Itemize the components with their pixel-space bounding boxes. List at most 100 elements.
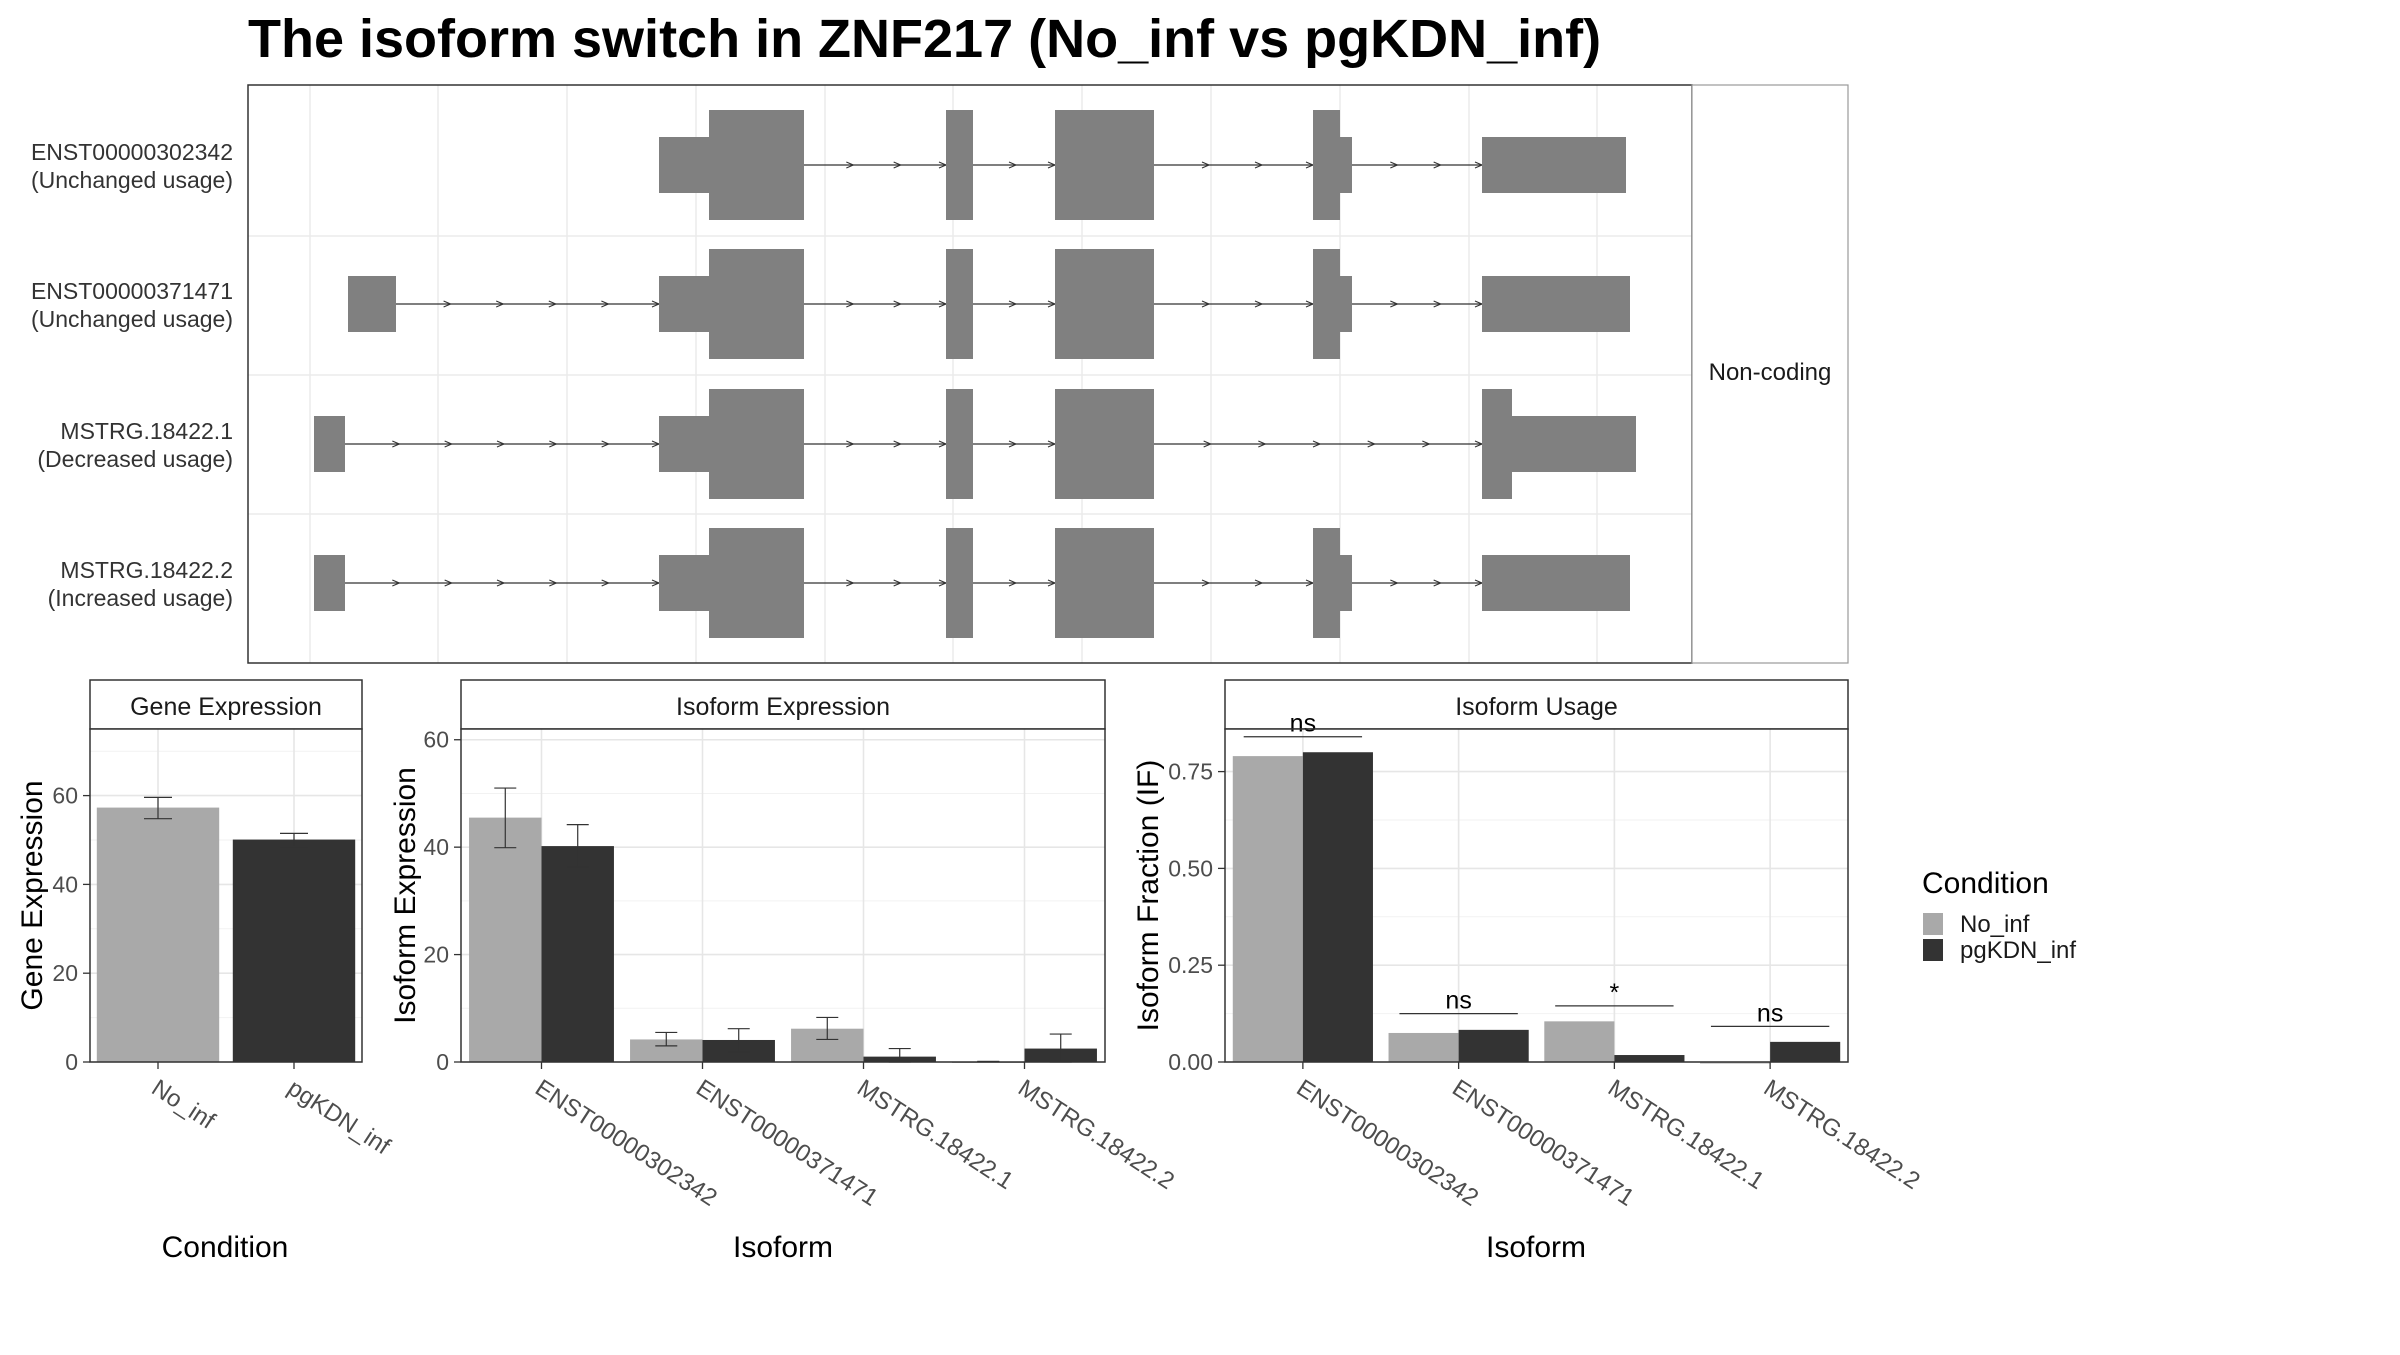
plot-border [1224, 728, 1849, 1063]
plot-border [460, 728, 1106, 1063]
y-axis-label: Gene Expression [16, 780, 49, 1010]
exon-coding [1482, 389, 1512, 499]
exon-coding [1313, 528, 1340, 638]
bar [1614, 1055, 1685, 1062]
intron-arrow [601, 300, 610, 308]
exon-utr [1512, 416, 1636, 472]
figure-title: The isoform switch in ZNF217 (No_inf vs … [248, 9, 1601, 69]
y-tick-label: 0.50 [1168, 855, 1213, 881]
y-tick-label: 60 [52, 783, 78, 809]
exon-coding [1055, 389, 1154, 499]
x-tick-label: No_inf [147, 1074, 220, 1135]
y-tick-label: 40 [52, 871, 78, 897]
bar [1458, 1029, 1529, 1062]
isoform-expression-panel: Isoform Expression0204060ENST00000302342… [389, 679, 1179, 1264]
y-tick-label: 0.00 [1168, 1049, 1213, 1075]
exon-coding [709, 389, 804, 499]
intron-arrow [893, 300, 903, 308]
intron-arrow [1390, 161, 1399, 169]
intron-arrow [496, 579, 506, 587]
exon-coding [1313, 249, 1340, 359]
legend-label-no-inf: No_inf [1960, 911, 2030, 938]
intron-arrow [1008, 300, 1018, 308]
exon-coding [946, 110, 973, 220]
intron-arrow [1433, 579, 1443, 587]
panel-title: Gene Expression [130, 693, 322, 721]
exon-utr [1482, 137, 1626, 193]
intron-arrow [392, 440, 401, 448]
exon-coding [1313, 110, 1340, 220]
intron-arrow [893, 440, 903, 448]
y-tick-label: 40 [423, 834, 449, 860]
bar [469, 817, 542, 1062]
intron-arrow [1203, 440, 1213, 448]
intron-arrow [601, 579, 611, 587]
panel-strip [1224, 679, 1849, 730]
bar [232, 839, 356, 1062]
bar [630, 1039, 703, 1062]
y-tick-label: 0.75 [1168, 759, 1213, 785]
x-tick-label: MSTRG.18422.2 [1759, 1074, 1925, 1195]
intron-arrow [1433, 161, 1443, 169]
structure-isoforms [314, 110, 1636, 638]
exon-coding [1055, 110, 1154, 220]
intron-arrow [846, 300, 855, 308]
intron-arrow [1433, 300, 1443, 308]
isoform-label-id: ENST00000302342 [31, 139, 233, 165]
intron-arrow [1201, 300, 1211, 308]
intron-arrow [549, 440, 558, 448]
bar [1770, 1041, 1841, 1062]
y-tick-label: 60 [423, 727, 449, 753]
intron-arrow [549, 579, 558, 587]
panel-title: Isoform Usage [1455, 693, 1618, 721]
exon-utr [314, 555, 345, 611]
exon-coding [946, 389, 973, 499]
exon-coding [1055, 528, 1154, 638]
exon-utr [1340, 276, 1352, 332]
intron-arrow [846, 440, 855, 448]
exon-utr [1340, 137, 1352, 193]
structure-strip [1691, 84, 1849, 664]
intron-arrow [601, 440, 611, 448]
intron-arrow [392, 579, 401, 587]
isoform-label-id: ENST00000371471 [31, 278, 233, 304]
intron-arrow [893, 579, 903, 587]
exon-utr [659, 416, 709, 472]
intron-arrow [444, 440, 454, 448]
isoform-label-id: MSTRG.18422.1 [60, 418, 233, 444]
x-axis-label: Isoform [1486, 1231, 1586, 1264]
legend-swatch-pgkdn-inf [1923, 939, 1943, 961]
exon-coding [946, 528, 973, 638]
intron-arrow [495, 300, 505, 308]
significance-label: ns [1445, 987, 1471, 1015]
exon-utr [659, 276, 709, 332]
isoform-label-usage: (Increased usage) [48, 585, 233, 611]
exon-utr [659, 137, 709, 193]
intron-arrow [846, 579, 855, 587]
intron-arrow [846, 161, 855, 169]
structure-isoform-labels: ENST00000302342(Unchanged usage) ENST0000… [31, 139, 233, 611]
isoform-label-usage: (Unchanged usage) [31, 167, 233, 193]
intron-arrow [1008, 579, 1018, 587]
exon-coding [946, 249, 973, 359]
intron-arrow [1201, 579, 1211, 587]
intron-arrow [1258, 440, 1267, 448]
intron-arrow [1254, 161, 1264, 169]
intron-arrow [1422, 440, 1431, 448]
condition-legend: Condition No_inf pgKDN_inf [1922, 867, 2076, 964]
bar [1544, 1021, 1615, 1062]
intron-arrow [1008, 440, 1018, 448]
significance-label: * [1610, 979, 1620, 1007]
exon-coding [709, 249, 804, 359]
x-axis-label: Isoform [733, 1231, 833, 1264]
intron-arrow [1201, 161, 1211, 169]
x-tick-label: MSTRG.18422.1 [852, 1074, 1018, 1195]
panel-strip [460, 679, 1106, 730]
significance-label: ns [1290, 710, 1316, 738]
bar [96, 807, 220, 1062]
legend-title: Condition [1922, 867, 2049, 900]
exon-utr [659, 555, 709, 611]
bar [1232, 756, 1303, 1062]
